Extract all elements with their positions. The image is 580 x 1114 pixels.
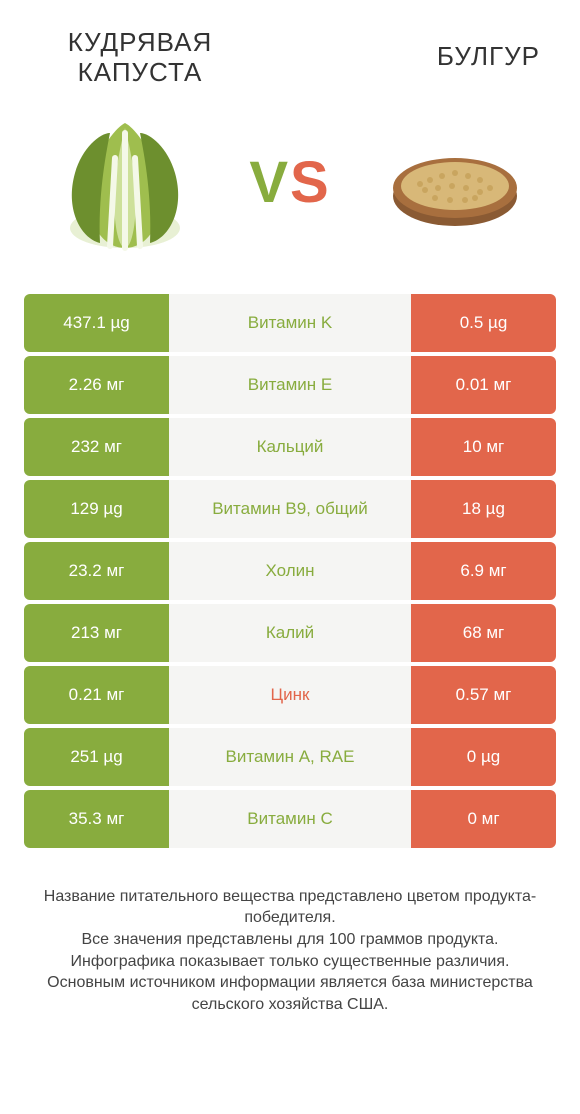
footer-line: Все значения представлены для 100 граммо… (28, 929, 552, 951)
value-right: 0.5 µg (411, 294, 556, 352)
nutrient-label: Калий (169, 604, 411, 662)
nutrient-row: 232 мгКальций10 мг (24, 418, 556, 476)
footer-line: Основным источником информации является … (28, 972, 552, 1015)
value-left: 0.21 мг (24, 666, 169, 724)
product-right-title: БУЛГУР (340, 28, 540, 72)
value-right: 18 µg (411, 480, 556, 538)
value-left: 232 мг (24, 418, 169, 476)
value-right: 68 мг (411, 604, 556, 662)
value-left: 437.1 µg (24, 294, 169, 352)
value-left: 251 µg (24, 728, 169, 786)
nutrient-label: Цинк (169, 666, 411, 724)
value-right: 6.9 мг (411, 542, 556, 600)
value-right: 0 µg (411, 728, 556, 786)
value-left: 35.3 мг (24, 790, 169, 848)
comparison-table: 437.1 µgВитамин K0.5 µg2.26 мгВитамин E0… (0, 294, 580, 848)
footer-notes: Название питательного вещества представл… (0, 852, 580, 1016)
value-right: 10 мг (411, 418, 556, 476)
nutrient-row: 35.3 мгВитамин C0 мг (24, 790, 556, 848)
footer-line: Название питательного вещества представл… (28, 886, 552, 929)
product-left-image (40, 98, 210, 268)
footer-line: Инфографика показывает только существенн… (28, 951, 552, 973)
vs-label: VS (249, 149, 330, 216)
nutrient-label: Кальций (169, 418, 411, 476)
nutrient-row: 0.21 мгЦинк0.57 мг (24, 666, 556, 724)
nutrient-label: Витамин E (169, 356, 411, 414)
nutrient-row: 23.2 мгХолин6.9 мг (24, 542, 556, 600)
value-right: 0.57 мг (411, 666, 556, 724)
nutrient-label: Витамин K (169, 294, 411, 352)
value-left: 23.2 мг (24, 542, 169, 600)
nutrient-label: Холин (169, 542, 411, 600)
value-left: 213 мг (24, 604, 169, 662)
nutrient-label: Витамин A, RAE (169, 728, 411, 786)
value-left: 129 µg (24, 480, 169, 538)
value-right: 0.01 мг (411, 356, 556, 414)
value-right: 0 мг (411, 790, 556, 848)
nutrient-row: 129 µgВитамин B9, общий18 µg (24, 480, 556, 538)
nutrient-row: 251 µgВитамин A, RAE0 µg (24, 728, 556, 786)
hero-row: VS (0, 98, 580, 294)
nutrient-label: Витамин C (169, 790, 411, 848)
nutrient-label: Витамин B9, общий (169, 480, 411, 538)
product-right-image (370, 98, 540, 268)
nutrient-row: 213 мгКалий68 мг (24, 604, 556, 662)
nutrient-row: 437.1 µgВитамин K0.5 µg (24, 294, 556, 352)
value-left: 2.26 мг (24, 356, 169, 414)
product-left-title: КУДРЯВАЯКАПУСТА (40, 28, 240, 88)
header: КУДРЯВАЯКАПУСТА БУЛГУР (0, 0, 580, 98)
nutrient-row: 2.26 мгВитамин E0.01 мг (24, 356, 556, 414)
